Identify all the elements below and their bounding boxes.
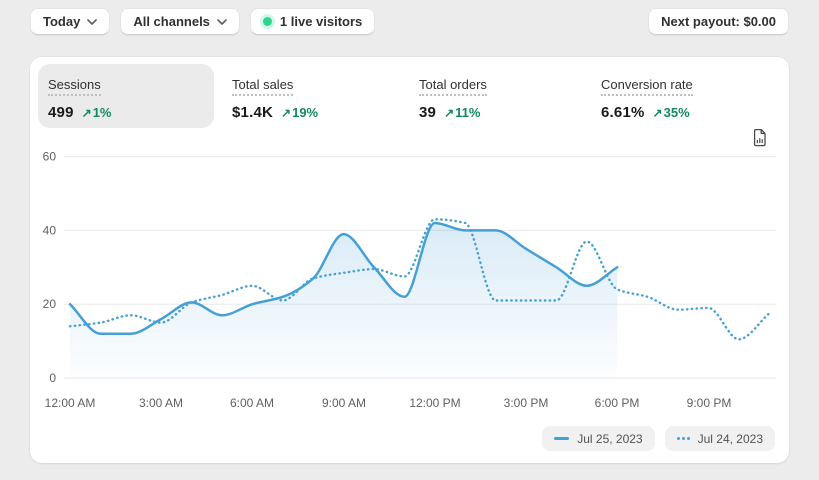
metric-change: ↗ 19%	[281, 105, 319, 120]
selected-metric-highlight	[38, 64, 214, 128]
metric-tab-conversion-rate[interactable]: Conversion rate 6.61% ↗ 35%	[601, 76, 693, 121]
trend-up-icon: ↗	[444, 106, 455, 120]
chart-legend: Jul 25, 2023 Jul 24, 2023	[542, 426, 775, 451]
next-payout-label: Next payout: $0.00	[661, 14, 776, 29]
metric-label: Total sales	[232, 77, 294, 96]
chevron-down-icon	[217, 18, 227, 25]
legend-label: Jul 24, 2023	[697, 431, 763, 446]
legend-item-jul-24[interactable]: Jul 24, 2023	[664, 426, 775, 451]
chevron-down-icon	[87, 18, 98, 25]
metric-tab-sessions[interactable]: Sessions 499 ↗ 1%	[48, 76, 112, 121]
date-range-button[interactable]: Today	[30, 8, 111, 35]
channel-filter-label: All channels	[133, 14, 210, 29]
legend-label: Jul 25, 2023	[577, 431, 643, 446]
dotted-line-icon	[676, 437, 690, 440]
metric-change: ↗ 1%	[81, 105, 112, 120]
metric-value: $1.4K	[232, 104, 274, 121]
trend-up-icon: ↗	[652, 106, 663, 120]
metric-tab-total-sales[interactable]: Total sales $1.4K ↗ 19%	[232, 76, 318, 121]
view-report-button[interactable]	[748, 125, 772, 149]
metric-change: ↗ 35%	[652, 105, 690, 120]
report-document-icon	[753, 128, 766, 146]
metric-label: Total orders	[419, 77, 487, 96]
date-range-label: Today	[43, 14, 81, 29]
toolbar: Today All channels 1 live visitors Next …	[30, 8, 789, 35]
metric-value: 6.61%	[601, 104, 645, 121]
channel-filter-button[interactable]: All channels	[120, 8, 240, 35]
legend-item-jul-25[interactable]: Jul 25, 2023	[542, 426, 655, 451]
live-visitors-label: 1 live visitors	[279, 14, 363, 29]
metric-value: 39	[419, 104, 437, 121]
next-payout-button[interactable]: Next payout: $0.00	[648, 8, 789, 35]
metric-label: Sessions	[48, 77, 101, 96]
live-visitors-button[interactable]: 1 live visitors	[249, 8, 376, 35]
solid-line-icon	[554, 437, 570, 440]
analytics-card: Sessions 499 ↗ 1% Total sales $1.4K ↗ 19% …	[30, 57, 789, 463]
metric-value: 499	[48, 104, 74, 121]
trend-up-icon: ↗	[281, 106, 292, 120]
metric-label: Conversion rate	[601, 77, 693, 96]
trend-up-icon: ↗	[81, 106, 92, 120]
metric-change: ↗ 11%	[444, 105, 481, 120]
live-dot-icon	[262, 17, 272, 26]
metric-tab-total-orders[interactable]: Total orders 39 ↗ 11%	[419, 76, 487, 121]
